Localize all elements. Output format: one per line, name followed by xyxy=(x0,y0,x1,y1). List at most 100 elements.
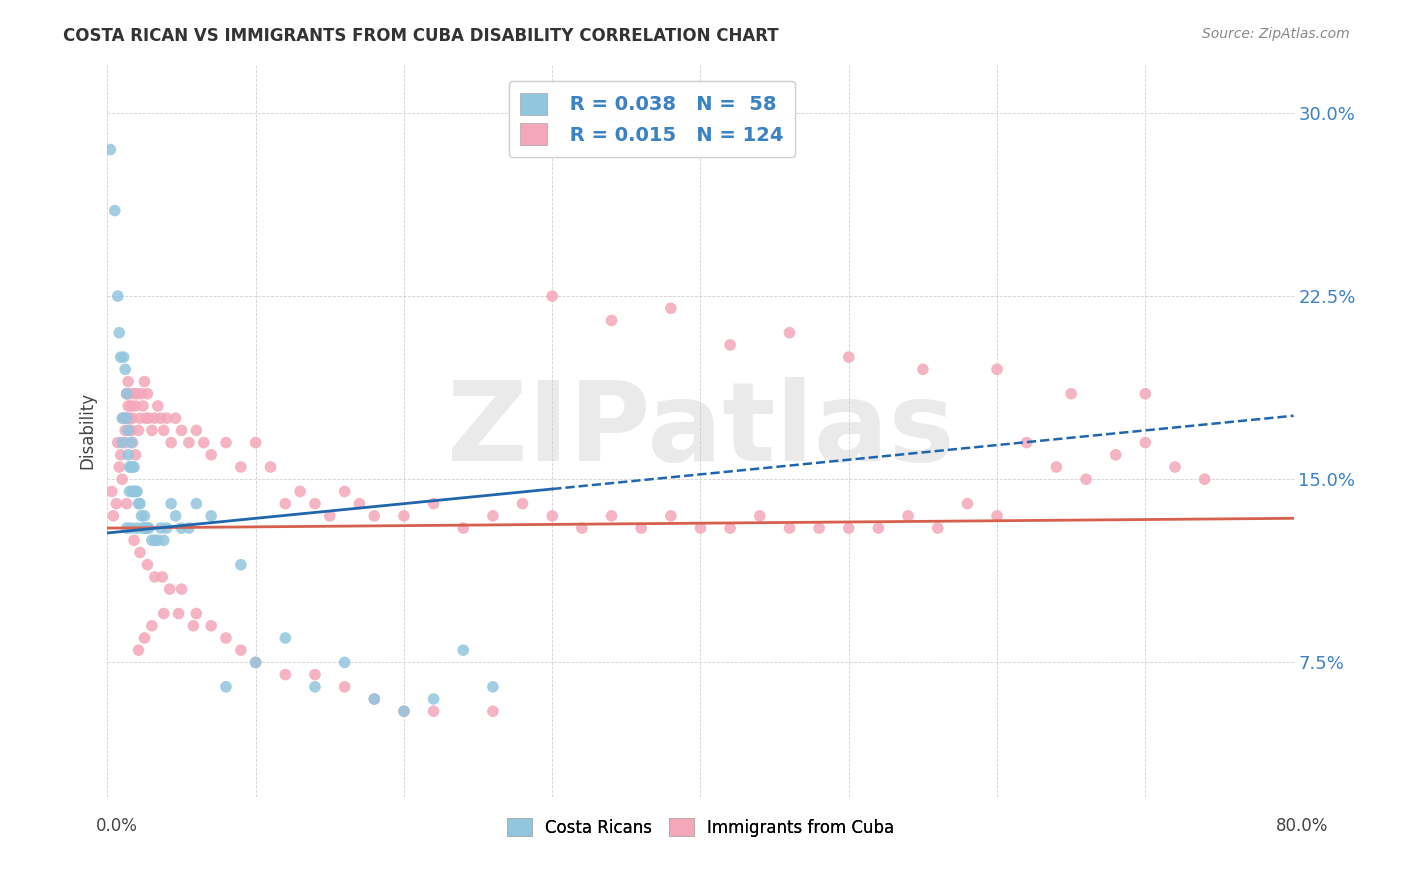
Point xyxy=(146,399,169,413)
Point xyxy=(274,497,297,511)
Point xyxy=(170,424,193,438)
Point xyxy=(304,497,326,511)
Point xyxy=(118,460,141,475)
Point xyxy=(319,508,342,523)
Point xyxy=(186,607,208,621)
Point xyxy=(115,521,138,535)
Point xyxy=(215,680,238,694)
Point xyxy=(1045,460,1067,475)
Point xyxy=(105,497,128,511)
Point xyxy=(122,460,145,475)
Point xyxy=(160,435,183,450)
Point xyxy=(1105,448,1128,462)
Point xyxy=(132,521,155,535)
Point xyxy=(124,399,146,413)
Point xyxy=(128,424,150,438)
Point xyxy=(986,508,1008,523)
Point xyxy=(571,521,593,535)
Point xyxy=(200,619,222,633)
Point xyxy=(274,631,297,645)
Point xyxy=(120,521,142,535)
Point xyxy=(138,521,160,535)
Point xyxy=(1015,435,1038,450)
Point xyxy=(422,692,444,706)
Point xyxy=(911,362,934,376)
Point xyxy=(118,386,141,401)
Point xyxy=(124,484,146,499)
Point xyxy=(288,484,311,499)
Point xyxy=(838,350,860,364)
Point xyxy=(115,411,138,425)
Point xyxy=(363,692,385,706)
Point xyxy=(304,680,326,694)
Point xyxy=(541,508,564,523)
Point xyxy=(245,656,267,670)
Point xyxy=(125,521,148,535)
Point xyxy=(134,508,156,523)
Point xyxy=(146,533,169,548)
Point xyxy=(104,203,127,218)
Point xyxy=(259,460,281,475)
Point xyxy=(107,435,129,450)
Point xyxy=(152,424,174,438)
Point xyxy=(143,411,166,425)
Point xyxy=(659,301,682,316)
Point xyxy=(333,680,356,694)
Text: ZIPatlas: ZIPatlas xyxy=(447,377,955,483)
Point xyxy=(482,508,505,523)
Point xyxy=(143,570,166,584)
Point xyxy=(112,350,135,364)
Point xyxy=(229,460,252,475)
Point xyxy=(274,667,297,681)
Point xyxy=(956,497,979,511)
Point xyxy=(156,521,179,535)
Point xyxy=(422,704,444,718)
Point xyxy=(131,508,153,523)
Point xyxy=(114,424,136,438)
Point xyxy=(143,533,166,548)
Y-axis label: Disability: Disability xyxy=(79,392,96,469)
Point xyxy=(159,582,181,596)
Point xyxy=(115,411,138,425)
Point xyxy=(115,386,138,401)
Point xyxy=(129,497,152,511)
Point xyxy=(135,411,157,425)
Point xyxy=(117,399,139,413)
Point xyxy=(115,497,138,511)
Point xyxy=(363,692,385,706)
Point xyxy=(134,521,156,535)
Point xyxy=(170,582,193,596)
Point xyxy=(150,570,173,584)
Point xyxy=(110,350,132,364)
Point xyxy=(111,435,134,450)
Point xyxy=(122,386,145,401)
Point xyxy=(114,435,136,450)
Point xyxy=(103,508,125,523)
Point xyxy=(808,521,831,535)
Point xyxy=(118,411,141,425)
Point xyxy=(149,521,172,535)
Point xyxy=(186,497,208,511)
Point xyxy=(541,289,564,303)
Text: COSTA RICAN VS IMMIGRANTS FROM CUBA DISABILITY CORRELATION CHART: COSTA RICAN VS IMMIGRANTS FROM CUBA DISA… xyxy=(63,27,779,45)
Point xyxy=(451,521,474,535)
Point xyxy=(149,411,172,425)
Point xyxy=(927,521,949,535)
Point xyxy=(120,435,142,450)
Point xyxy=(186,424,208,438)
Point xyxy=(131,386,153,401)
Point xyxy=(107,289,129,303)
Point xyxy=(112,411,135,425)
Point xyxy=(304,667,326,681)
Point xyxy=(482,680,505,694)
Point xyxy=(333,484,356,499)
Point xyxy=(136,521,159,535)
Point xyxy=(136,386,159,401)
Point xyxy=(778,521,800,535)
Point xyxy=(125,484,148,499)
Point xyxy=(101,484,124,499)
Point xyxy=(160,497,183,511)
Point xyxy=(98,143,121,157)
Text: Source: ZipAtlas.com: Source: ZipAtlas.com xyxy=(1202,27,1350,41)
Point xyxy=(1060,386,1083,401)
